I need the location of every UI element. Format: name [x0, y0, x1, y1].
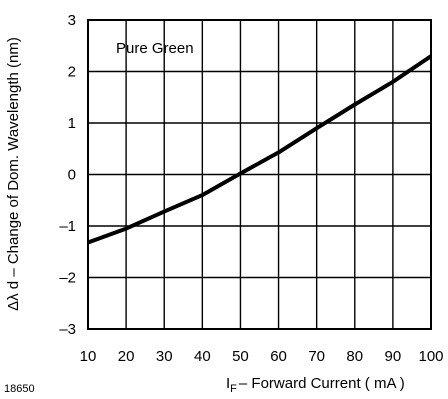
plot-frame [87, 19, 432, 330]
series-line [87, 54, 433, 245]
y-tick-label: 1 [68, 115, 76, 132]
x-tick-label: 50 [232, 348, 249, 365]
annotation-label: Pure Green [116, 40, 194, 57]
x-tick-label: 100 [418, 348, 443, 365]
x-tick-label: 10 [80, 348, 97, 365]
figure-id: 18650 [4, 383, 35, 395]
y-tick-label: 2 [68, 64, 76, 81]
x-tick-label: 80 [346, 348, 363, 365]
x-tick-label: 20 [118, 348, 135, 365]
series-group [87, 54, 433, 245]
y-tick-label: –1 [59, 218, 76, 235]
y-tick-labels: –3 –2 –1 0 1 2 3 [59, 12, 76, 338]
y-tick-label: –3 [59, 321, 76, 338]
x-tick-label: 40 [194, 348, 211, 365]
x-tick-labels: 10 20 30 40 50 60 70 80 90 100 [80, 348, 444, 365]
y-tick-label: 0 [68, 167, 76, 184]
y-tick-label: 3 [68, 12, 76, 29]
x-axis-label: IF – Forward Current ( mA ) [226, 375, 405, 395]
x-tick-label: 70 [308, 348, 325, 365]
y-tick-label: –2 [59, 270, 76, 287]
x-tick-label: 30 [156, 348, 173, 365]
grid-lines [88, 20, 431, 329]
x-tick-label: 60 [270, 348, 287, 365]
x-tick-label: 90 [385, 348, 402, 365]
y-axis-label: Δλ d – Change of Dom. Wavelength (nm) [5, 37, 22, 311]
